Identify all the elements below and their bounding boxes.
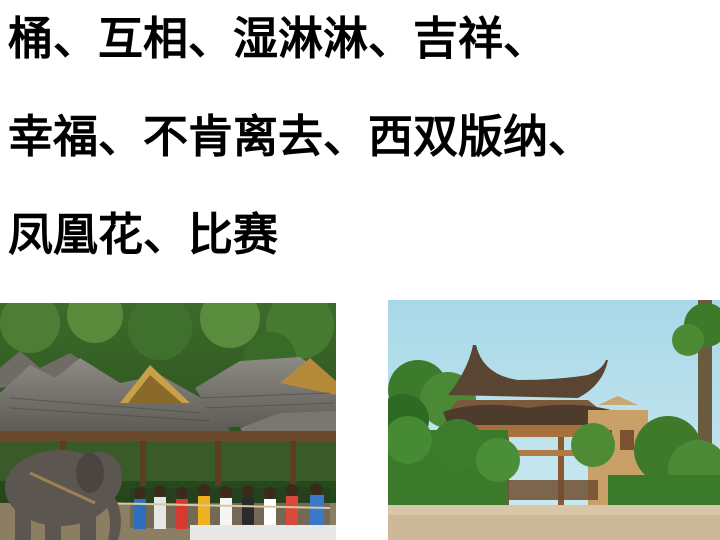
photo-dai-pavilion-gate [388,300,720,540]
vocab-line-3: 凤凰花、比赛 [8,208,279,261]
vocab-line-2: 幸福、不肯离去、西双版纳、 [8,110,594,163]
vocab-line-1: 桶、互相、湿淋淋、吉祥、 [8,12,549,65]
photo-elephant-tug-of-war [0,303,336,540]
